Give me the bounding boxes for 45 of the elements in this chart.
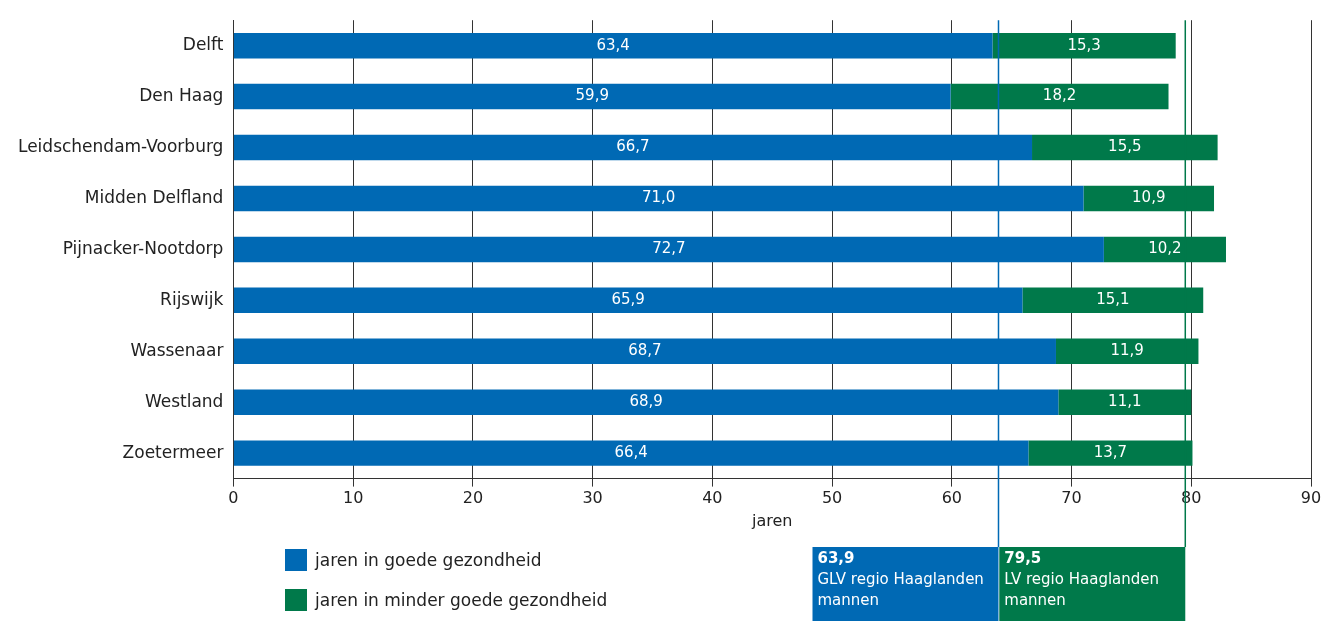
data-label: 15,5 <box>1108 137 1142 156</box>
data-label: 68,7 <box>628 341 662 360</box>
bar <box>950 83 1169 110</box>
data-label: 63,4 <box>596 35 630 54</box>
y-tick-label: Pijnacker-Nootdorp <box>62 237 224 258</box>
x-tick-label: 60 <box>941 488 962 508</box>
ref-line-label: 63,9 GLV regio Haaglanden mannen <box>817 549 984 610</box>
y-tick-label: Leidschendam-Voorburg <box>17 135 224 156</box>
data-label: 59,9 <box>575 86 609 105</box>
x-tick-label: 20 <box>462 488 484 508</box>
x-tick-label: 0 <box>228 488 239 508</box>
y-tick-label: Westland <box>144 390 224 411</box>
y-tick-label: Den Haag <box>139 85 224 106</box>
data-label: 10,9 <box>1132 188 1166 207</box>
data-label: 68,9 <box>629 392 663 411</box>
data-label: 15,1 <box>1096 290 1130 309</box>
legend-label: jaren in minder goede gezondheid <box>315 590 608 610</box>
y-tick-label: Zoetermeer <box>122 441 224 462</box>
y-tick-label: Wassenaar <box>130 339 224 360</box>
x-tick-label: 30 <box>582 488 603 508</box>
bar <box>233 83 951 110</box>
data-label: 18,2 <box>1042 86 1077 105</box>
legend-label: jaren in goede gezondheid <box>315 550 542 570</box>
y-tick-label: Rijswijk <box>160 288 224 309</box>
data-label: 10,2 <box>1148 239 1182 258</box>
data-label: 66,4 <box>614 443 648 462</box>
ref-line-label: 79,5 LV regio Haaglanden mannen <box>1004 549 1160 610</box>
bar <box>233 32 993 59</box>
x-tick-label: 90 <box>1300 488 1322 508</box>
data-label: 13,7 <box>1093 443 1128 462</box>
x-axis-title: jaren <box>750 510 793 530</box>
data-label: 71,0 <box>642 188 676 207</box>
bar <box>992 32 1176 59</box>
data-label: 11,1 <box>1108 392 1142 411</box>
data-label: 65,9 <box>611 290 645 309</box>
data-label: 66,7 <box>616 137 650 156</box>
data-label: 15,3 <box>1067 35 1101 54</box>
y-tick-label: Delft <box>182 34 224 55</box>
y-tick-label: Midden Delfland <box>84 186 224 207</box>
x-tick-label: 50 <box>821 488 843 508</box>
x-tick-label: 70 <box>1061 488 1082 508</box>
data-label: 72,7 <box>652 239 686 258</box>
data-label: 11,9 <box>1110 341 1144 360</box>
x-tick-label: 40 <box>702 488 723 508</box>
x-tick-label: 10 <box>342 488 364 508</box>
